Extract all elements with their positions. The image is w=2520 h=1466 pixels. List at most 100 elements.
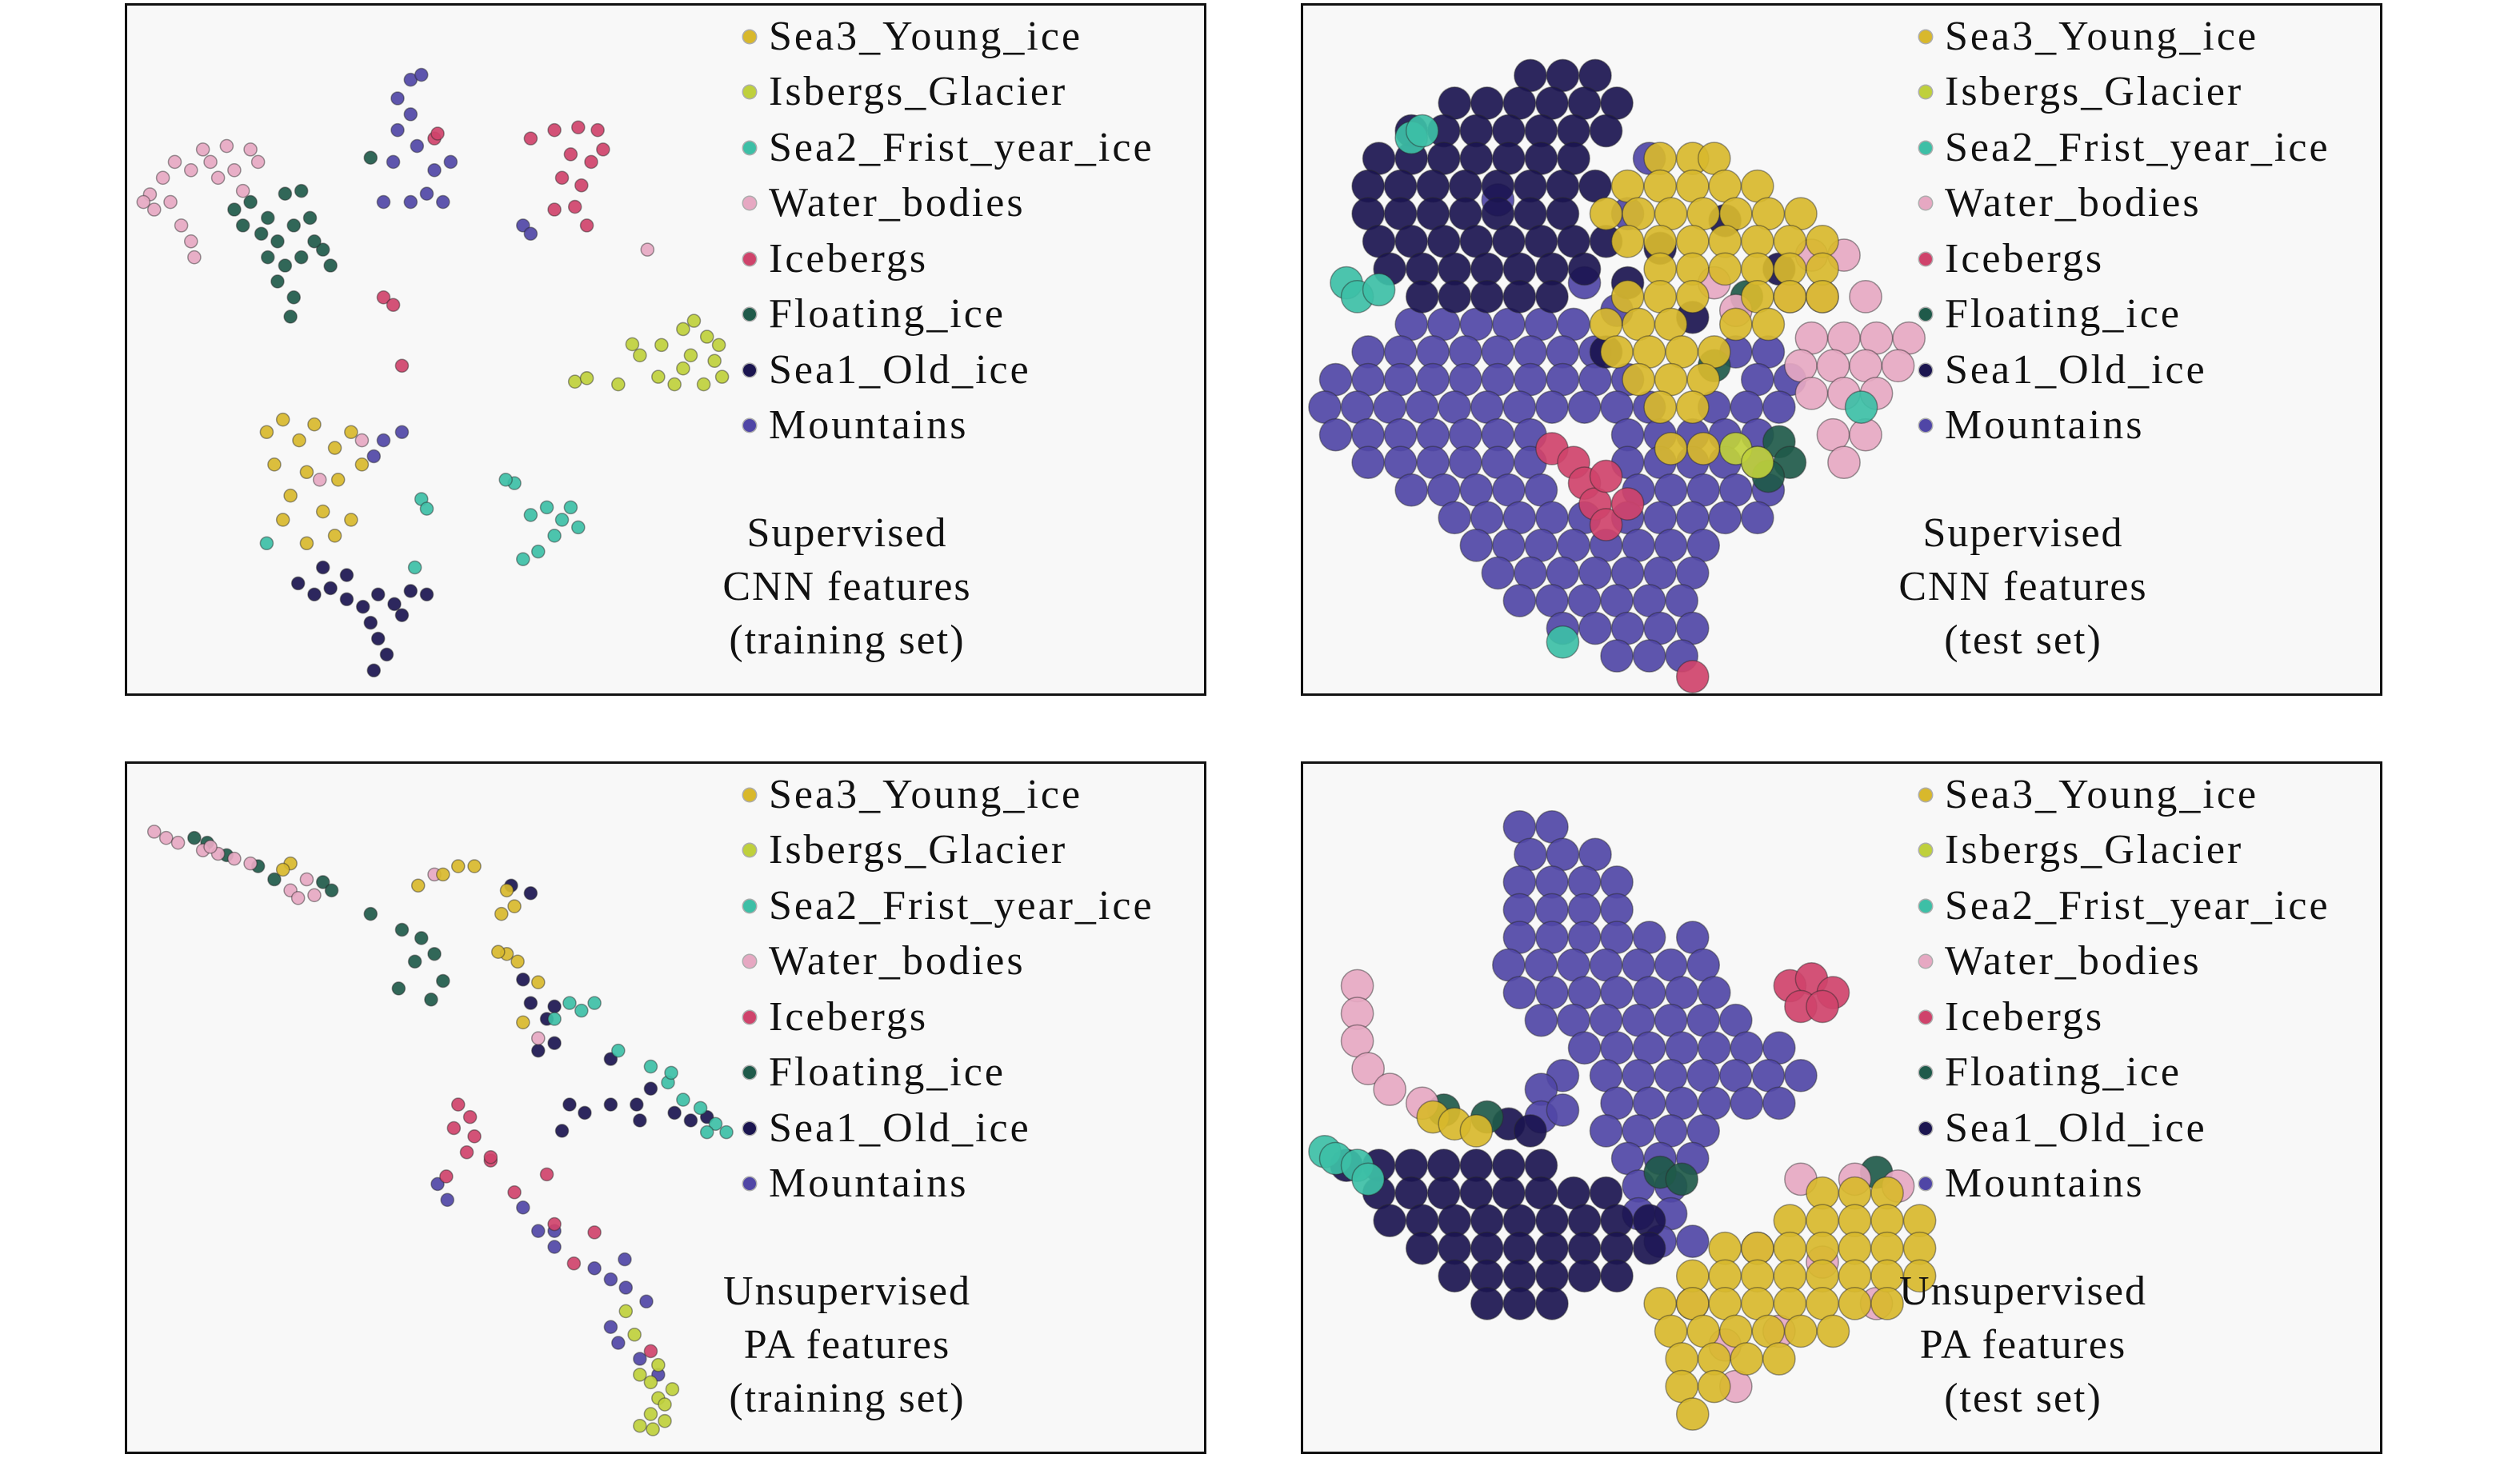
data-point-mountains — [587, 1260, 602, 1276]
data-point-water-bodies — [163, 194, 178, 210]
data-point-sea3-young-ice — [1838, 1287, 1872, 1320]
data-point-floating-ice — [254, 226, 269, 242]
legend-marker-icon — [1919, 899, 1932, 913]
data-point-sea2-frist-year-ice — [563, 500, 578, 515]
data-point-sea3-young-ice — [1459, 1114, 1494, 1148]
data-point-water-bodies — [183, 234, 198, 249]
data-point-sea1-old-ice — [1632, 1231, 1666, 1265]
data-point-sea1-old-ice — [387, 597, 402, 612]
data-point-icebergs — [394, 358, 410, 373]
legend-label: Water_bodies — [769, 938, 1026, 985]
legend-marker-icon — [1919, 252, 1932, 266]
legend-marker-icon — [1919, 1066, 1932, 1080]
data-point-isbergs-glacier — [643, 1375, 658, 1390]
data-point-water-bodies — [203, 840, 218, 854]
data-point-floating-ice — [394, 922, 410, 937]
legend-label: Water_bodies — [1945, 180, 2202, 226]
data-point-mountains — [547, 1240, 562, 1254]
chart-title-line: Supervised — [746, 510, 948, 556]
chart-title: Supervised CNN features (test set) — [1815, 506, 2231, 667]
legend-item-mountains: Mountains — [743, 1156, 1154, 1212]
data-point-sea2-frist-year-ice — [664, 1065, 678, 1081]
series-isbergs-glacier — [1718, 432, 1774, 480]
scatter-plot — [1308, 58, 1926, 693]
legend-label: Sea3_Young_ice — [1945, 13, 2259, 59]
data-point-sea3-young-ice — [1697, 1369, 1731, 1404]
legend-item-isbergs-glacier: Isbergs_Glacier — [743, 65, 1154, 121]
data-point-mountains — [1762, 1086, 1796, 1120]
data-point-icebergs — [483, 1149, 498, 1164]
chart-title-line: Unsupervised — [723, 1268, 971, 1314]
legend-item-water-bodies: Water_bodies — [743, 176, 1154, 232]
data-point-isbergs-glacier — [686, 314, 702, 328]
data-point-sea3-young-ice — [435, 867, 450, 882]
data-point-sea3-young-ice — [344, 425, 358, 440]
legend-marker-icon — [1919, 197, 1932, 210]
data-point-sea3-young-ice — [1589, 197, 1623, 231]
data-point-icebergs — [547, 122, 562, 138]
data-point-mountains — [1589, 1114, 1623, 1148]
data-point-floating-ice — [267, 872, 282, 887]
data-point-sea3-young-ice — [1870, 1287, 1904, 1320]
legend-label: Mountains — [1945, 1160, 2145, 1207]
data-point-sea2-frist-year-ice — [611, 1043, 626, 1058]
legend-item-sea3-young-ice: Sea3_Young_ice — [1919, 767, 2330, 823]
data-point-isbergs-glacier — [625, 337, 640, 352]
data-point-sea3-young-ice — [267, 457, 282, 472]
legend-marker-icon — [1919, 30, 1932, 43]
data-point-mountains — [1481, 556, 1515, 590]
data-point-sea2-frist-year-ice — [571, 520, 586, 535]
legend-label: Isbergs_Glacier — [1945, 69, 2244, 115]
legend-label: Icebergs — [769, 993, 929, 1040]
chart-title-line: CNN features — [722, 564, 972, 609]
data-point-sea3-young-ice — [315, 504, 330, 519]
data-point-isbergs-glacier — [651, 1357, 666, 1372]
data-point-icebergs — [376, 290, 391, 305]
data-point-sea1-old-ice — [1438, 1259, 1472, 1293]
data-point-mountains — [376, 194, 391, 210]
scatter-plot — [146, 825, 734, 1436]
data-point-sea1-old-ice — [699, 1109, 714, 1124]
data-point-icebergs — [507, 1184, 522, 1200]
data-point-isbergs-glacier — [579, 371, 594, 385]
chart-title: Unsupervised PA features (training set) — [639, 1264, 1055, 1425]
legend-marker-icon — [743, 419, 756, 433]
scatter-panel-supervised-training: Sea3_Young_ice Isbergs_Glacier Sea2_Frist_… — [125, 3, 1206, 696]
legend-marker-icon — [743, 86, 756, 99]
data-point-mountains — [427, 163, 442, 178]
data-point-sea3-young-ice — [510, 954, 525, 969]
chart-title-line: CNN features — [1898, 564, 2148, 609]
data-point-isbergs-glacier — [654, 338, 669, 353]
data-point-water-bodies — [146, 825, 162, 839]
data-point-floating-ice — [315, 242, 330, 257]
legend-item-icebergs: Icebergs — [743, 231, 1154, 287]
series-sea1-old-ice — [290, 560, 434, 678]
data-point-sea1-old-ice — [1567, 252, 1602, 286]
data-point-sea1-old-ice — [667, 1105, 682, 1120]
data-point-isbergs-glacier — [658, 1397, 672, 1412]
scatter-panel-unsupervised-test: Sea3_Young_ice Isbergs_Glacier Sea2_Frist_… — [1301, 761, 2382, 1454]
legend-item-sea2-frist-year-ice: Sea2_Frist_year_ice — [1919, 878, 2330, 934]
series-sea2-frist-year-ice — [259, 473, 586, 575]
data-point-sea3-young-ice — [1622, 362, 1656, 397]
data-point-sea1-old-ice — [603, 1052, 618, 1066]
data-point-sea3-young-ice — [275, 862, 290, 877]
chart-title-line: PA features — [743, 1322, 951, 1368]
data-point-isbergs-glacier — [707, 354, 722, 369]
chart-title: Supervised CNN features (training set) — [639, 506, 1055, 667]
data-point-sea3-young-ice — [292, 433, 306, 448]
legend-label: Mountains — [769, 1160, 969, 1207]
data-point-mountains — [633, 1352, 647, 1366]
data-point-water-bodies — [210, 170, 226, 186]
data-point-mountains — [394, 425, 410, 440]
legend-marker-icon — [1919, 1010, 1932, 1024]
data-point-sea3-young-ice — [507, 899, 522, 913]
data-point-sea3-young-ice — [1643, 390, 1678, 424]
data-point-sea1-old-ice — [1405, 280, 1439, 314]
data-point-sea1-old-ice — [554, 1124, 570, 1138]
legend-marker-icon — [743, 899, 756, 913]
data-point-sea3-young-ice — [1675, 280, 1710, 314]
data-point-sea1-old-ice — [307, 587, 322, 602]
data-point-icebergs — [523, 131, 538, 146]
data-point-sea1-old-ice — [683, 1113, 698, 1128]
